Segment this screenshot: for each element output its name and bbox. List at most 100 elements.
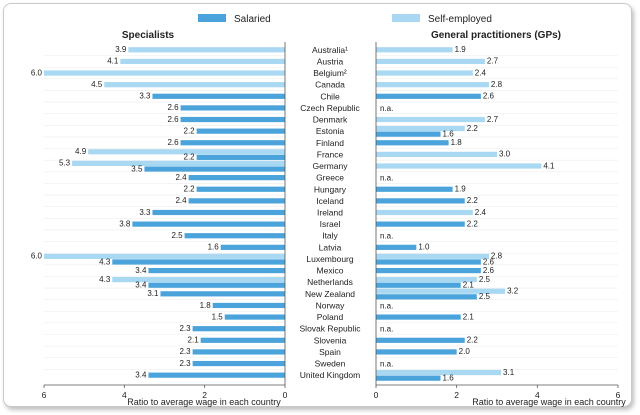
gps-value-label-self-employed-denmark: 2.7	[487, 115, 499, 124]
gps-bar-self-employed-germany	[376, 163, 542, 169]
specialists-bar-salaried-sweden	[192, 360, 285, 367]
specialists-bar-salaried-germany	[144, 166, 285, 172]
specialists-bar-salaried-finland	[180, 140, 285, 146]
specialists-bar-salaried-greece	[188, 175, 285, 181]
specialists-value-label-salaried-poland: 1.5	[212, 312, 224, 321]
category-label-greece: Greece	[316, 173, 344, 183]
specialists-value-label-salaried-france: 2.2	[184, 153, 196, 162]
category-label-netherlands: Netherlands	[307, 277, 353, 287]
specialists-value-label-salaried-hungary: 2.2	[184, 185, 196, 194]
category-label-norway: Norway	[316, 300, 346, 310]
gps-x-tick-label-4: 4	[535, 390, 540, 400]
gps-bar-self-employed-luxembourg	[376, 253, 489, 259]
gps-value-label-salaried-chile: 2.6	[483, 92, 495, 101]
category-label-estonia: Estonia	[316, 126, 345, 136]
specialists-bar-salaried-new-zealand	[160, 291, 285, 297]
category-label-hungary: Hungary	[314, 184, 347, 194]
gps-bar-salaried-netherlands	[376, 282, 461, 288]
gps-value-label-salaried-israel: 2.2	[467, 219, 479, 228]
gps-bar-self-employed-netherlands	[376, 277, 477, 283]
specialists-value-label-salaried-slovak-republic: 2.3	[179, 324, 191, 333]
specialists-value-label-salaried-sweden: 2.3	[179, 359, 191, 368]
specialists-bar-salaried-united-kingdom	[148, 372, 285, 378]
gps-value-label-self-employed-austria: 2.7	[487, 57, 499, 66]
gps-value-label-self-employed-luxembourg: 2.8	[491, 252, 503, 261]
category-label-denmark: Denmark	[313, 115, 348, 125]
category-label-poland: Poland	[317, 312, 344, 322]
left-panel-title: Specialists	[122, 30, 175, 41]
gps-bar-self-employed-estonia	[376, 125, 465, 132]
gps-bar-self-employed-new-zealand	[376, 288, 506, 294]
specialists-bar-salaried-ireland	[152, 209, 285, 216]
gps-bar-self-employed-belgium	[376, 70, 473, 76]
gps-value-label-salaried-finland: 1.8	[451, 138, 463, 147]
right-panel-title: General practitioners (GPs)	[431, 30, 561, 41]
gps-value-label-self-employed-new-zealand: 3.2	[507, 287, 519, 296]
specialists-value-label-salaried-mexico: 3.4	[135, 266, 147, 275]
specialists-value-label-salaried-italy: 2.5	[171, 231, 183, 240]
category-label-luxembourg: Luxembourg	[306, 254, 354, 264]
specialists-bar-salaried-luxembourg	[112, 259, 286, 265]
specialists-bar-salaried-italy	[184, 233, 285, 239]
specialists-value-label-self-employed-luxembourg: 6.0	[31, 252, 43, 261]
chart-frame	[3, 3, 632, 407]
gps-value-label-self-employed-australia: 1.9	[455, 45, 467, 54]
gps-na-label-slovak-republic: n.a.	[380, 325, 393, 334]
gps-value-label-salaried-estonia: 1.6	[443, 129, 455, 138]
gps-value-label-salaried-latvia: 1.0	[418, 243, 430, 252]
specialists-value-label-self-employed-germany: 5.3	[59, 159, 71, 168]
specialists-value-label-salaried-greece: 2.4	[175, 173, 187, 182]
category-label-iceland: Iceland	[316, 196, 344, 206]
category-label-sweden: Sweden	[315, 359, 346, 369]
specialists-value-label-salaried-new-zealand: 3.1	[147, 289, 159, 298]
gps-bar-self-employed-france	[376, 151, 497, 157]
category-label-united-kingdom: United Kingdom	[300, 370, 360, 380]
specialists-value-label-salaried-czech-republic: 2.6	[167, 103, 179, 112]
legend-swatch-self-employed	[392, 14, 420, 22]
specialists-bar-salaried-poland	[224, 314, 285, 320]
specialists-bar-salaried-mexico	[148, 267, 285, 274]
specialists-value-label-salaried-luxembourg: 4.3	[99, 257, 111, 266]
gps-bar-self-employed-united-kingdom	[376, 369, 502, 376]
gps-bar-salaried-new-zealand	[376, 294, 477, 300]
gps-bar-salaried-slovenia	[376, 337, 465, 343]
specialists-value-label-salaried-latvia: 1.6	[208, 243, 220, 252]
gps-bar-self-employed-canada	[376, 82, 489, 88]
gps-value-label-self-employed-france: 3.0	[499, 150, 511, 159]
specialists-value-label-salaried-netherlands: 3.4	[135, 281, 147, 290]
specialists-bar-salaried-hungary	[196, 186, 285, 192]
specialists-bar-salaried-slovak-republic	[192, 326, 285, 332]
specialists-value-label-salaried-finland: 2.6	[167, 138, 179, 147]
category-label-ireland: Ireland	[317, 207, 343, 217]
gps-bar-self-employed-ireland	[376, 209, 473, 216]
category-label-finland: Finland	[316, 138, 344, 148]
specialists-bar-salaried-france	[196, 154, 285, 160]
gps-bar-salaried-hungary	[376, 186, 453, 192]
category-label-israel: Israel	[320, 219, 341, 229]
specialists-bar-self-employed-netherlands	[112, 277, 286, 283]
category-label-slovak-republic: Slovak Republic	[300, 324, 362, 334]
gps-value-label-salaried-iceland: 2.2	[467, 196, 479, 205]
specialists-value-label-salaried-iceland: 2.4	[175, 196, 187, 205]
gps-value-label-salaried-luxembourg: 2.6	[483, 257, 495, 266]
gps-value-label-salaried-poland: 2.1	[463, 312, 475, 321]
specialists-bar-self-employed-canada	[104, 82, 285, 88]
gps-bar-self-employed-austria	[376, 58, 485, 65]
specialists-value-label-salaried-chile: 3.3	[139, 92, 151, 101]
gps-value-label-salaried-mexico: 2.6	[483, 266, 495, 275]
gps-x-tick-label-0: 0	[374, 390, 379, 400]
specialists-bar-salaried-netherlands	[148, 282, 285, 288]
gps-value-label-salaried-slovenia: 2.2	[467, 336, 479, 345]
gps-na-label-italy: n.a.	[380, 232, 393, 241]
specialists-value-label-salaried-norway: 1.8	[200, 301, 212, 310]
category-label-latvia: Latvia	[319, 242, 342, 252]
specialists-bar-salaried-norway	[212, 302, 285, 309]
gps-value-label-self-employed-canada: 2.8	[491, 80, 503, 89]
category-label-canada: Canada	[315, 80, 345, 90]
gps-value-label-self-employed-belgium: 2.4	[475, 68, 487, 77]
specialists-value-label-salaried-ireland: 3.3	[139, 208, 151, 217]
specialists-x-tick-label-4: 4	[122, 390, 127, 400]
category-label-belgium: Belgium²	[313, 68, 347, 78]
category-label-italy: Italy	[322, 231, 338, 241]
